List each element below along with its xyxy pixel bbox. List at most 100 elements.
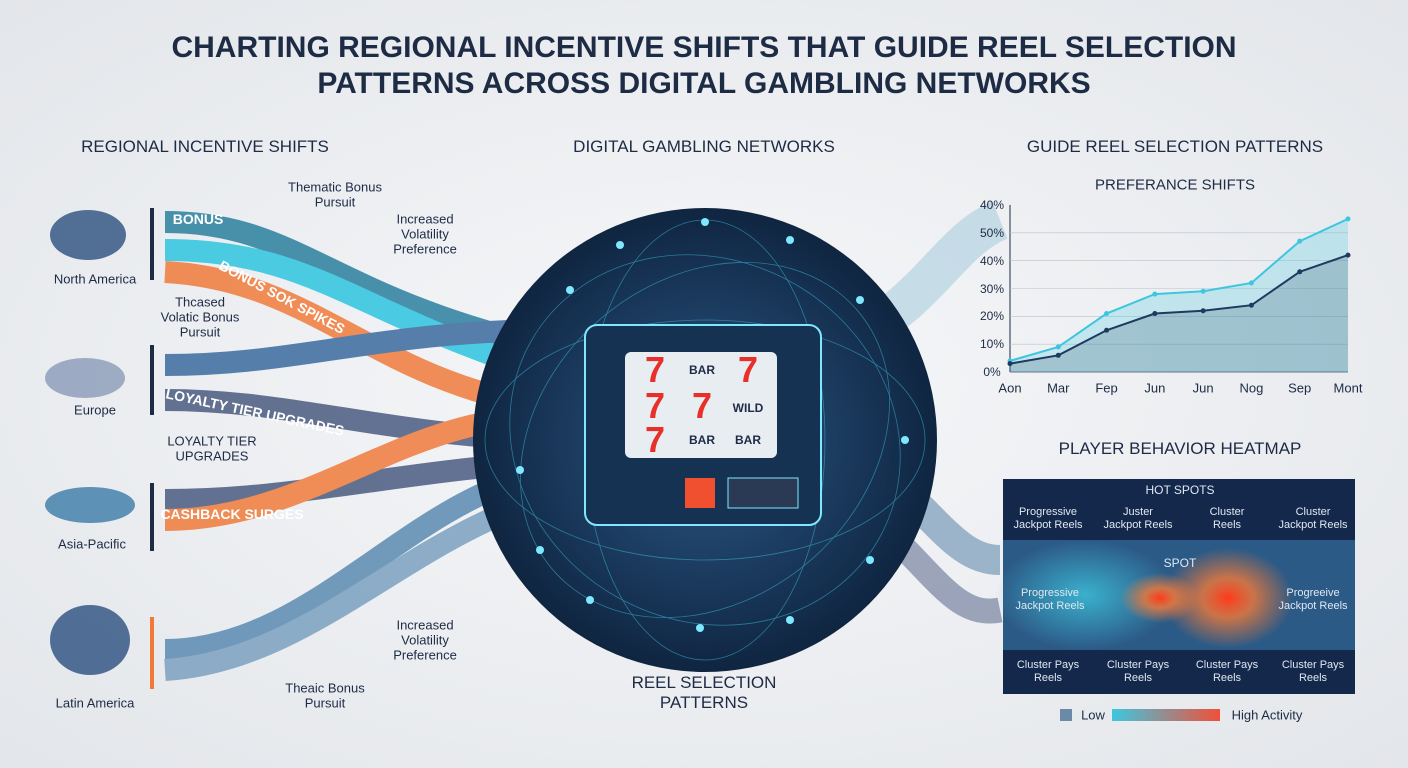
reel-symbol: 7 [737,349,759,390]
reel-symbol: BAR [735,433,761,447]
reel-window [625,352,777,458]
annotation: Volatic Bonus [160,309,240,325]
heatmap-label: Cluster Pays [1016,659,1080,671]
heatmap-label: Cluster Pays [1281,659,1345,671]
heatmap-label: Reels [1212,519,1242,531]
annotation: Increased [396,617,454,633]
y-tick-label: 20% [979,309,1005,324]
slot-button [685,478,715,508]
page-title: PATTERNS ACROSS DIGITAL GAMBLING NETWORK… [317,67,1091,100]
flow-label: BONUS [172,211,224,227]
heatmap-label: Reels [1123,672,1153,684]
x-tick-label: Nog [1239,380,1264,396]
point [1345,252,1351,258]
heatmap-label: Cluster [1209,506,1245,518]
slot-display [727,477,799,509]
heatmap-label: Progressive [1020,587,1080,599]
point [1152,311,1158,317]
heatmap-label: SPOT [1163,556,1197,570]
heatmap-label: Cluster Pays [1195,659,1259,671]
y-tick-label: 50% [979,225,1005,240]
point [1152,291,1158,297]
point [1297,269,1303,275]
region-label: Asia-Pacific [58,536,126,552]
annotation: Increased [396,211,454,227]
annotation: Thcased [175,294,225,310]
annotation: Preference [393,241,457,257]
x-tick-label: Mar [1047,380,1070,396]
point [1007,361,1013,367]
chart-plot [1007,205,1351,373]
reel-symbol: 7 [644,419,666,460]
point [1200,288,1206,294]
heatmap-label: Progreeive [1286,587,1340,599]
point [1055,344,1061,350]
legend-swatch [1060,709,1072,721]
annotation: Pursuit [314,194,356,210]
network-nodes [516,218,909,632]
x-tick-label: Aon [998,380,1022,396]
reel-symbol: BAR [689,433,715,447]
section-footer: PATTERNS [659,693,749,712]
y-tick-label: 40% [979,253,1005,268]
legend-gradient [1112,709,1220,721]
x-tick-label: Jun [1192,380,1214,396]
point [1248,280,1254,286]
heatmap-label: Jackpot Reels [1013,519,1083,531]
region-label: North America [53,271,137,287]
annotation: LOYALTY TIER [167,433,257,449]
region-bars [150,208,154,689]
section-heading: DIGITAL GAMBLING NETWORKS [573,137,835,156]
reel-symbol: BAR [689,363,715,377]
annotation: Pursuit [304,695,346,711]
heatmap-label: Reels [1298,672,1328,684]
reel-symbol: 7 [691,385,713,426]
y-tick-label: 40% [979,198,1005,212]
legend-label: Low [1081,707,1105,723]
point [1200,308,1206,314]
section-heading: GUIDE REEL SELECTION PATTERNS [1026,137,1324,156]
heatmap-label: Reels [1212,672,1242,684]
series-line [1009,254,1349,365]
section-heading: REGIONAL INCENTIVE SHIFTS [81,137,329,156]
area [1010,218,1348,372]
heatmap-label: Juster [1123,506,1153,518]
heatmap-label: HOT SPOTS [1145,483,1215,497]
point [1104,311,1110,317]
section-footer: REEL SELECTION [631,673,777,692]
reel-symbol: WILD [732,401,764,415]
annotation: Volatility [401,632,449,648]
y-tick-label: 10% [979,337,1005,352]
point [1345,216,1351,222]
x-tick-label: Sep [1288,380,1312,396]
maps [45,210,135,675]
area [1010,255,1348,372]
page-title: CHARTING REGIONAL INCENTIVE SHIFTS THAT … [171,31,1237,64]
point [1055,352,1061,358]
chart-title: PREFERANCE SHIFTS [1094,176,1256,194]
reel-symbol: 7 [644,349,666,390]
heatmap-label: Cluster Pays [1106,659,1170,671]
point [1248,302,1254,308]
heatmap-label: Progressive [1018,506,1078,518]
x-tick-label: Fep [1095,380,1118,396]
heatmap-label: Jackpot Reels [1278,519,1348,531]
reel-symbol: 7 [644,385,666,426]
annotation: Preference [393,647,457,663]
annotation: Theaic Bonus [285,680,365,696]
heatmap-label: Reels [1033,672,1063,684]
y-tick-label: 0% [983,365,1001,379]
legend-label: High Activity [1231,707,1303,723]
y-tick-label: 30% [979,281,1005,296]
region-label: Europe [74,402,116,418]
annotation: Pursuit [179,324,221,340]
annotation: UPGRADES [175,448,249,464]
x-tick-label: Jun [1144,380,1166,396]
heatmap-label: Jackpot Reels [1278,600,1348,612]
heatmap-label: Cluster [1295,506,1331,518]
point [1297,238,1303,244]
heatmap-label: Jackpot Reels [1103,519,1173,531]
series-line [1009,218,1349,362]
